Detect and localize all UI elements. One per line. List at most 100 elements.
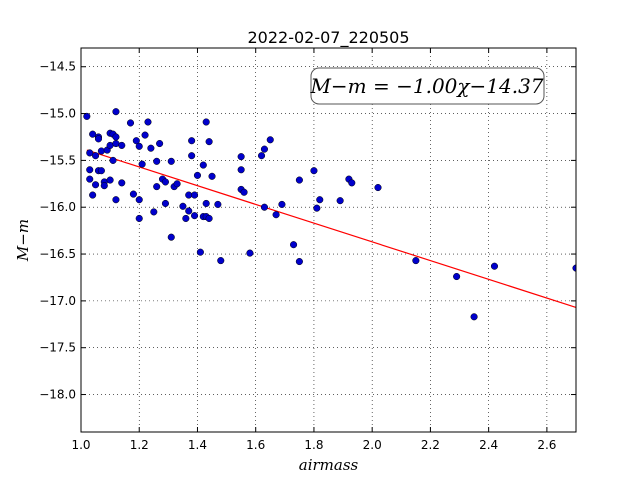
data-point bbox=[83, 112, 91, 120]
chart-title: 2022-02-07_220505 bbox=[247, 28, 409, 48]
x-tick-label: 1.4 bbox=[188, 438, 207, 452]
x-tick-label: 2.4 bbox=[479, 438, 498, 452]
data-point bbox=[193, 171, 202, 179]
y-tick-label: −15.5 bbox=[39, 153, 76, 167]
data-point bbox=[240, 188, 248, 196]
plot-frame bbox=[80, 47, 577, 433]
y-tick-label: −14.5 bbox=[39, 60, 76, 74]
data-point bbox=[126, 119, 135, 127]
data-point bbox=[153, 157, 161, 165]
y-tick-label: −15.0 bbox=[39, 107, 76, 121]
data-point bbox=[129, 190, 137, 198]
data-point bbox=[86, 149, 94, 157]
data-point bbox=[572, 264, 576, 272]
y-tick-label: −16.5 bbox=[39, 247, 76, 261]
data-point bbox=[118, 179, 126, 187]
data-point bbox=[97, 167, 105, 175]
data-point bbox=[214, 200, 222, 208]
data-point bbox=[138, 160, 146, 168]
data-point bbox=[412, 257, 420, 265]
data-point bbox=[260, 145, 268, 153]
data-point bbox=[144, 118, 152, 126]
data-point bbox=[132, 137, 140, 145]
data-point bbox=[191, 212, 199, 220]
data-point bbox=[205, 138, 213, 146]
data-point bbox=[295, 257, 303, 266]
y-axis-label: M−m bbox=[14, 219, 32, 262]
data-point bbox=[135, 196, 143, 204]
data-point bbox=[490, 262, 499, 270]
x-tick-label: 2.6 bbox=[537, 438, 556, 452]
y-tick-label: −18.0 bbox=[39, 388, 76, 402]
data-point bbox=[295, 176, 303, 184]
data-point bbox=[278, 200, 286, 208]
x-tick-label: 2.0 bbox=[363, 438, 382, 452]
fit-line bbox=[86, 149, 577, 309]
data-point bbox=[188, 137, 196, 145]
data-point bbox=[348, 179, 356, 187]
data-point bbox=[167, 157, 175, 165]
y-tick-label: −16.0 bbox=[39, 200, 76, 214]
data-point bbox=[316, 196, 324, 204]
data-point bbox=[89, 130, 97, 138]
data-point bbox=[156, 139, 164, 148]
data-point bbox=[453, 272, 461, 281]
data-point bbox=[199, 161, 207, 169]
data-point bbox=[92, 181, 100, 189]
data-point bbox=[179, 202, 187, 210]
data-point bbox=[266, 136, 274, 144]
x-tick-label: 2.2 bbox=[421, 438, 440, 452]
fit-equation-box: M−m = −1.00χ−14.37 bbox=[309, 67, 545, 105]
data-point bbox=[260, 203, 268, 211]
data-point bbox=[374, 184, 382, 192]
data-point bbox=[147, 144, 155, 152]
data-point bbox=[92, 152, 100, 160]
data-point bbox=[112, 108, 120, 116]
data-point bbox=[205, 214, 213, 223]
data-point bbox=[237, 153, 245, 161]
data-point bbox=[237, 166, 245, 174]
data-point bbox=[106, 176, 114, 184]
data-point bbox=[89, 191, 97, 199]
data-point bbox=[118, 141, 126, 149]
x-axis-label: airmass bbox=[299, 456, 359, 474]
data-point bbox=[86, 166, 94, 174]
data-point bbox=[191, 191, 199, 199]
x-tick-label: 1.6 bbox=[246, 438, 265, 452]
fit-equation-text: M−m = −1.00χ−14.37 bbox=[309, 74, 543, 98]
data-point bbox=[135, 214, 143, 223]
data-point bbox=[272, 211, 280, 219]
data-point bbox=[100, 182, 108, 190]
data-point bbox=[97, 147, 105, 155]
y-tick-label: −17.0 bbox=[39, 294, 76, 308]
grid bbox=[80, 48, 576, 432]
data-point bbox=[470, 313, 478, 321]
data-point bbox=[336, 197, 344, 205]
data-point bbox=[141, 131, 149, 139]
data-point bbox=[202, 199, 210, 208]
data-point bbox=[257, 152, 266, 160]
data-points bbox=[83, 108, 576, 321]
data-point bbox=[94, 135, 103, 143]
x-tick-label: 1.0 bbox=[71, 438, 90, 452]
data-point bbox=[217, 257, 225, 265]
data-point bbox=[150, 208, 158, 216]
x-tick-label: 1.2 bbox=[130, 438, 149, 452]
data-point bbox=[135, 142, 143, 150]
data-point bbox=[161, 199, 169, 208]
y-tick-label: −17.5 bbox=[39, 341, 76, 355]
data-point bbox=[188, 152, 196, 160]
data-point bbox=[86, 175, 94, 183]
data-point bbox=[112, 133, 120, 141]
data-point bbox=[153, 183, 161, 191]
fit-equation-frame bbox=[310, 67, 545, 105]
data-point bbox=[208, 172, 216, 180]
data-point bbox=[196, 248, 204, 256]
data-point bbox=[112, 196, 120, 204]
data-point bbox=[173, 180, 181, 188]
x-tick-label: 1.8 bbox=[304, 438, 323, 452]
fit-line-layer bbox=[86, 149, 577, 309]
data-point bbox=[202, 118, 210, 126]
data-point bbox=[310, 167, 318, 175]
